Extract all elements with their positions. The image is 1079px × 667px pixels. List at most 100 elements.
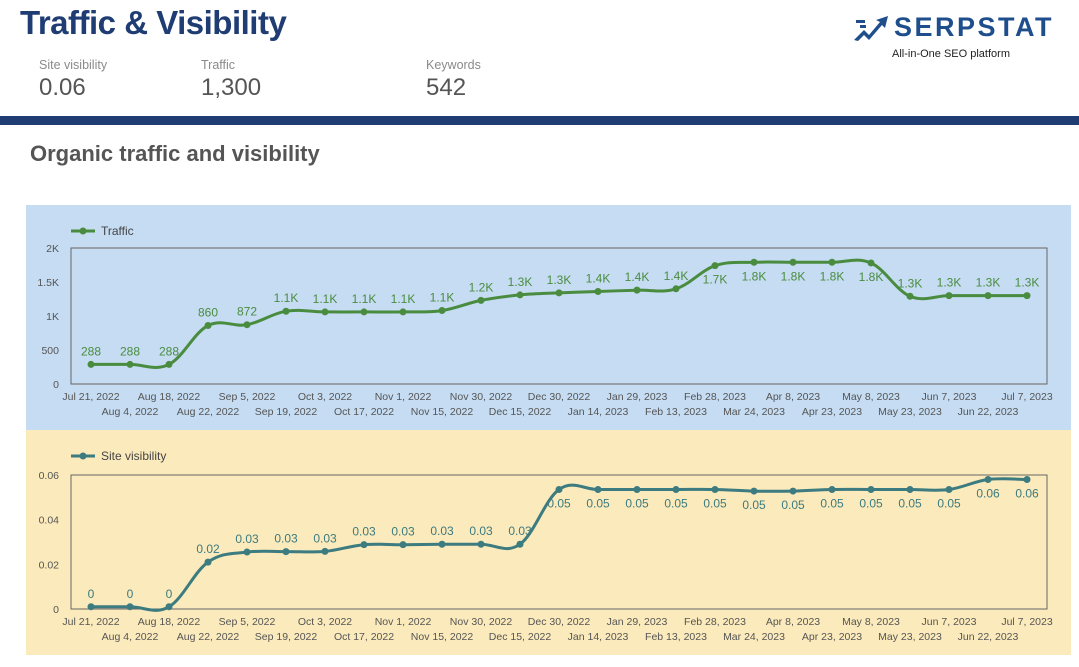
x-tick-label: Feb 28, 2023 (684, 616, 746, 628)
data-point (711, 486, 719, 494)
data-label: 0.05 (586, 497, 610, 511)
data-point (672, 486, 680, 494)
x-tick-label: Dec 30, 2022 (528, 391, 591, 403)
data-point (516, 540, 524, 548)
x-tick-label: Aug 22, 2022 (177, 631, 240, 643)
data-label: 0.02 (196, 542, 220, 556)
data-label: 1.3K (1015, 276, 1040, 290)
data-point (360, 308, 368, 316)
x-tick-label: Jun 22, 2023 (958, 406, 1019, 418)
legend-swatch-marker (79, 452, 87, 460)
y-tick-label: 1K (46, 311, 59, 323)
data-point (1023, 292, 1031, 300)
report-header: Traffic & Visibility Site visibility 0.0… (0, 0, 1079, 116)
data-point (282, 548, 290, 556)
x-tick-label: Aug 18, 2022 (138, 391, 201, 403)
data-label: 0.03 (313, 531, 337, 545)
data-label: 0.03 (430, 524, 454, 538)
data-label: 1.1K (391, 292, 416, 306)
data-point (750, 487, 758, 495)
data-point (165, 360, 173, 368)
data-label: 1.1K (313, 292, 338, 306)
y-tick-label: 0.02 (39, 559, 60, 571)
x-tick-label: Jan 29, 2023 (607, 391, 668, 403)
data-point (282, 307, 290, 315)
x-tick-label: Sep 5, 2022 (219, 616, 276, 628)
data-label: 0.05 (664, 497, 688, 511)
x-tick-label: Nov 30, 2022 (450, 616, 513, 628)
data-label: 872 (237, 305, 257, 319)
data-point (438, 540, 446, 548)
data-point (867, 259, 875, 267)
traffic-chart: Traffic 0 500 1K 1.5K 2K Jul 21, 2022 Aug 4, 20… (37, 224, 1052, 418)
data-point (945, 292, 953, 300)
x-tick-label: Jun 22, 2023 (958, 631, 1019, 643)
data-point (633, 286, 641, 294)
data-point (87, 360, 95, 368)
data-label: 1.3K (508, 275, 533, 289)
x-tick-label: Jan 29, 2023 (607, 616, 668, 628)
serpstat-logo-icon (854, 16, 888, 41)
data-label: 1.8K (781, 269, 806, 283)
data-label: 288 (120, 344, 140, 358)
x-tick-label: Apr 23, 2023 (802, 631, 862, 643)
kpi-value: 542 (426, 74, 467, 101)
data-point (750, 258, 758, 266)
data-point (399, 541, 407, 549)
data-label: 0.05 (625, 497, 649, 511)
x-tick-label: Jul 21, 2022 (62, 391, 119, 403)
header-divider-band (0, 116, 1079, 125)
data-label: 0.03 (352, 525, 376, 539)
x-tick-label: Aug 22, 2022 (177, 406, 240, 418)
legend-swatch-marker (79, 227, 87, 235)
traffic-chart-panel: Traffic 0 500 1K 1.5K 2K Jul 21, 2022 Aug 4, 20… (26, 205, 1071, 430)
data-label: 288 (159, 344, 179, 358)
x-tick-label: Sep 19, 2022 (255, 631, 318, 643)
data-label: 0.05 (781, 498, 805, 512)
page-title: Traffic & Visibility (20, 4, 287, 41)
data-label: 1.4K (625, 270, 650, 284)
x-tick-label: Mar 24, 2023 (723, 406, 785, 418)
x-tick-label: Sep 5, 2022 (219, 391, 276, 403)
serpstat-logo[interactable]: SERPSTAT All-in-One SEO platform (854, 12, 1054, 62)
x-tick-label: Feb 28, 2023 (684, 391, 746, 403)
data-point (555, 289, 563, 297)
x-tick-label: Nov 15, 2022 (411, 631, 474, 643)
kpi-label: Traffic (201, 58, 236, 72)
data-label: 1.3K (976, 276, 1001, 290)
y-tick-label: 0.04 (39, 515, 60, 527)
legend-label: Traffic (101, 224, 134, 238)
data-label: 0 (166, 587, 173, 601)
data-label: 860 (198, 306, 218, 320)
x-tick-label: Dec 15, 2022 (489, 631, 552, 643)
x-tick-label: Aug 4, 2022 (102, 631, 159, 643)
data-point (477, 296, 485, 304)
x-tick-label: Aug 18, 2022 (138, 616, 201, 628)
kpi-label: Site visibility (39, 58, 108, 72)
data-label: 1.8K (742, 269, 767, 283)
data-point (633, 486, 641, 494)
data-point (828, 486, 836, 494)
data-label: 0.05 (937, 497, 961, 511)
y-tick-label: 500 (41, 345, 59, 357)
visibility-chart: Site visibility 0 0.02 0.04 0.06 Jul 21, 2022… (39, 449, 1053, 643)
kpi-site-visibility: Site visibility 0.06 (39, 58, 107, 102)
x-tick-label: Dec 15, 2022 (489, 406, 552, 418)
data-label: 0.05 (898, 497, 922, 511)
x-tick-label: Nov 1, 2022 (375, 616, 432, 628)
data-label: 1.1K (430, 291, 455, 305)
x-tick-label: Jun 7, 2023 (922, 616, 977, 628)
x-tick-label: Oct 3, 2022 (298, 391, 352, 403)
x-tick-label: Nov 15, 2022 (411, 406, 474, 418)
x-tick-label: Jun 7, 2023 (922, 391, 977, 403)
data-point (87, 603, 95, 611)
data-point (945, 486, 953, 494)
data-label: 0.03 (508, 524, 532, 538)
data-label: 288 (81, 344, 101, 358)
data-point (516, 291, 524, 299)
data-label: 0.03 (235, 532, 259, 546)
x-tick-label: Feb 13, 2023 (645, 406, 707, 418)
visibility-chart-panel: Site visibility 0 0.02 0.04 0.06 Jul 21, 2022… (26, 430, 1071, 655)
data-point (672, 285, 680, 293)
data-point (477, 540, 485, 548)
